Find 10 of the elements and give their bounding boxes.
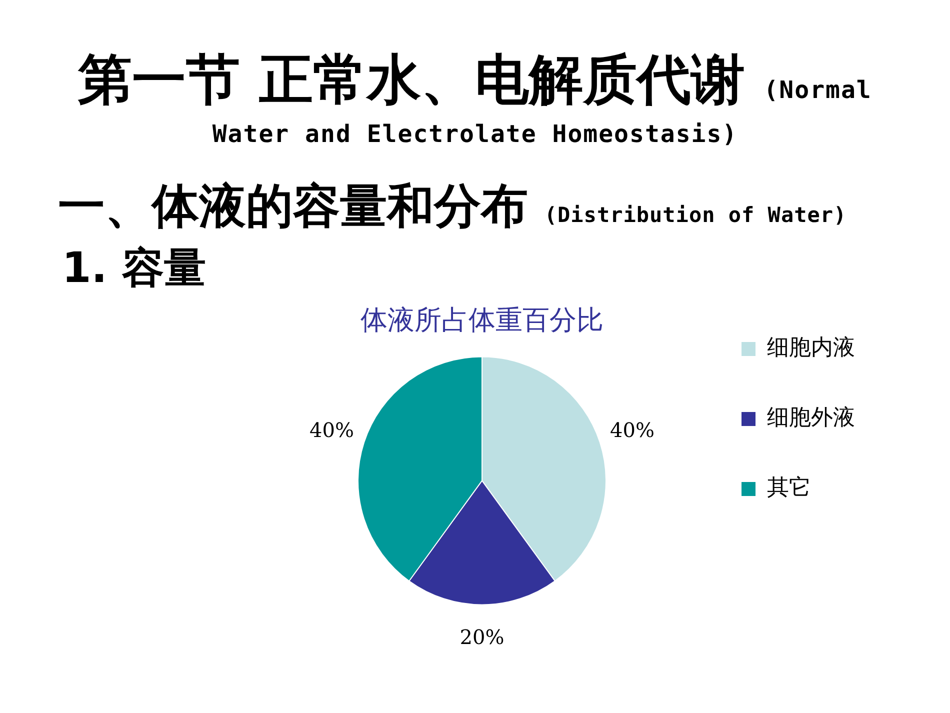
legend-label: 细胞内液 (767, 336, 855, 361)
data-label: 40% (610, 418, 654, 442)
legend-label: 细胞外液 (767, 406, 855, 431)
legend-label: 其它 (767, 476, 811, 501)
text: 1. 容量 (62, 243, 206, 292)
data-label: 40% (310, 418, 354, 442)
text: 一、体液的容量和分布 (Distribution of Water) (58, 179, 847, 234)
data-label: 20% (460, 624, 504, 649)
text: 第一节 正常水、电解质代谢 (Normal Water and Electrolate Homeostasis) (78, 48, 872, 148)
chart-title: 体液所占体重百分比 (360, 305, 604, 336)
